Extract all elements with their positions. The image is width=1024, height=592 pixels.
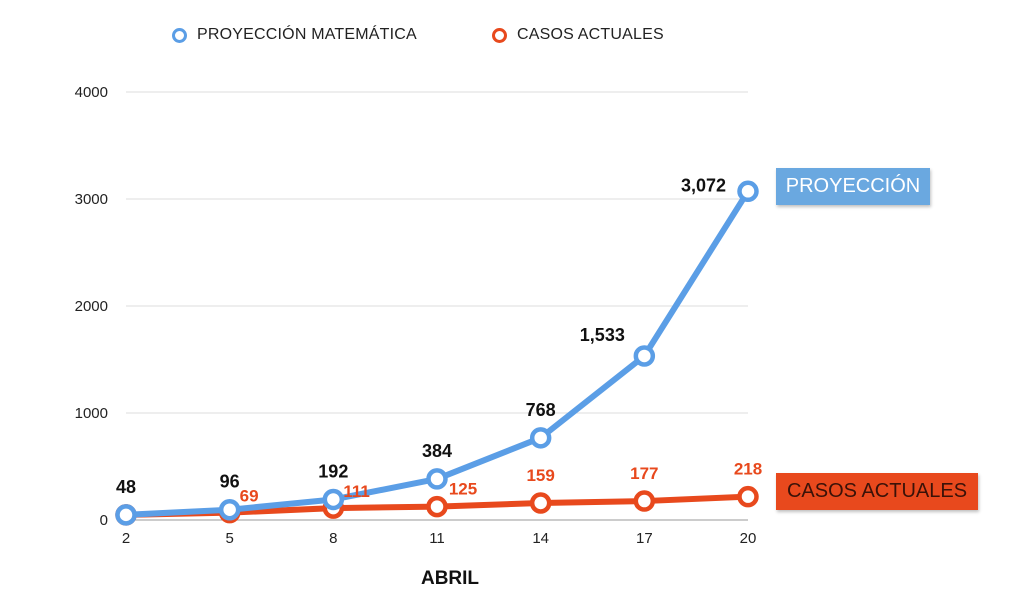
legend-label: PROYECCIÓN MATEMÁTICA <box>197 26 417 43</box>
data-label: 192 <box>318 461 348 481</box>
data-point <box>426 495 448 518</box>
x-tick-label: 17 <box>636 530 653 547</box>
data-label: 3,072 <box>681 175 726 195</box>
proyeccion-tag: PROYECCIÓN <box>776 168 930 205</box>
data-label: 1,533 <box>580 325 625 345</box>
y-tick-label: 4000 <box>75 84 108 101</box>
casos-actuales-tag: CASOS ACTUALES <box>776 473 978 510</box>
data-point <box>218 498 241 521</box>
legend-marker-blue <box>172 27 187 43</box>
x-tick-label: 8 <box>329 530 337 547</box>
data-point <box>633 345 656 367</box>
data-point <box>737 485 759 508</box>
y-tick-label: 1000 <box>75 405 108 422</box>
data-point <box>529 427 552 449</box>
x-tick-label: 20 <box>740 530 757 547</box>
data-label: 384 <box>422 441 452 461</box>
data-label: 96 <box>220 472 240 492</box>
x-tick-label: 14 <box>532 530 549 547</box>
legend-marker-red <box>492 27 507 43</box>
legend-label: CASOS ACTUALES <box>517 26 664 43</box>
legend-item-proyeccion: PROYECCIÓN MATEMÁTICA <box>172 26 417 44</box>
data-label: 218 <box>734 460 762 479</box>
x-tick-label: 2 <box>122 530 130 547</box>
data-label: 159 <box>526 466 554 485</box>
data-point <box>426 468 448 490</box>
y-tick-label: 3000 <box>75 191 108 208</box>
data-point <box>115 504 137 526</box>
y-tick-label: 0 <box>100 512 108 529</box>
data-point <box>633 490 656 512</box>
x-tick-label: 11 <box>429 530 445 547</box>
data-label: 111 <box>343 482 370 501</box>
data-label: 177 <box>630 464 658 483</box>
data-point <box>737 180 759 203</box>
data-label: 768 <box>526 400 556 420</box>
data-label: 48 <box>116 477 136 497</box>
x-axis-title: ABRIL <box>421 568 479 589</box>
data-point <box>529 492 552 514</box>
data-label: 125 <box>449 480 477 499</box>
legend-item-casos: CASOS ACTUALES <box>492 26 664 44</box>
data-point <box>322 488 345 511</box>
data-label: 69 <box>240 487 259 506</box>
x-tick-label: 5 <box>225 530 233 547</box>
y-tick-label: 2000 <box>75 298 108 315</box>
